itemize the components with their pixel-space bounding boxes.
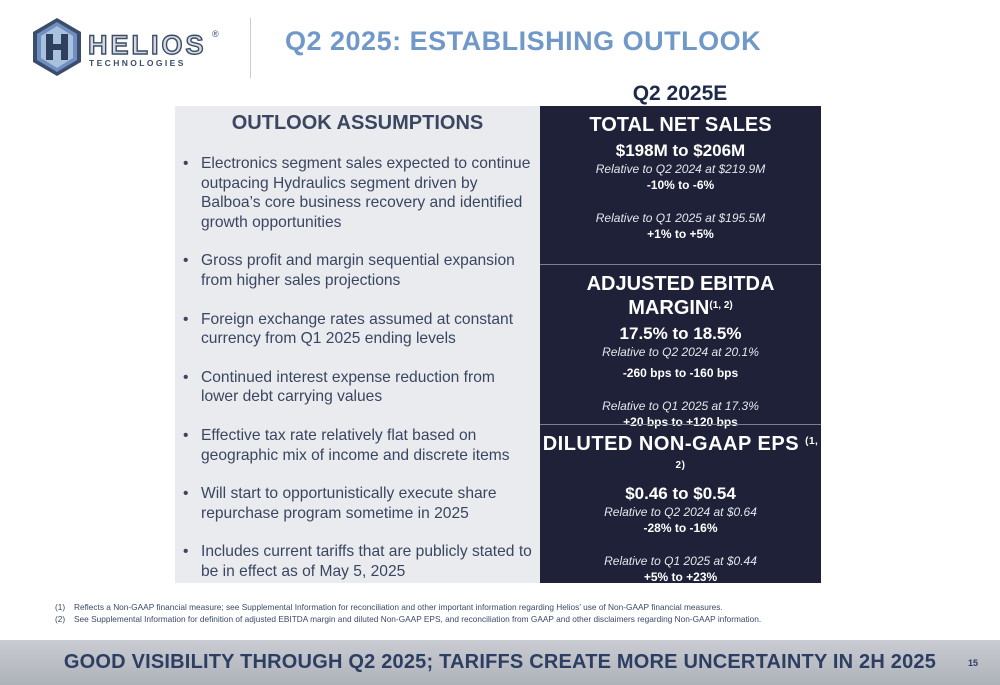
comparison-note: Relative to Q2 2024 at 20.1% [602, 345, 759, 359]
page-title: Q2 2025: ESTABLISHING OUTLOOK [285, 26, 762, 56]
logo-subtitle: TECHNOLOGIES [89, 58, 186, 68]
metric-range: 17.5% to 18.5% [619, 324, 742, 343]
assumption-text: Electronics segment sales expected to co… [201, 155, 531, 231]
assumption-text: Will start to opportunistically execute … [201, 485, 497, 522]
comparison-delta: +1% to +5% [647, 227, 714, 241]
comparison-note: Relative to Q1 2025 at 17.3% [602, 399, 759, 413]
outlook-panel: TOTAL NET SALES $198M to $206M Relative … [540, 106, 821, 584]
bullet-icon: • [183, 426, 189, 444]
comparison-delta: -10% to -6% [646, 178, 715, 192]
comparison-delta: -28% to -16% [643, 521, 718, 535]
footnote-ref: (1, 2) [709, 300, 733, 311]
bullet-icon: • [183, 543, 189, 561]
comparison-delta: -260 bps to -160 bps [622, 366, 739, 380]
footer-band: GOOD VISIBILITY THROUGH Q2 2025; TARIFFS… [0, 640, 1000, 685]
footnote-text: Reflects a Non-GAAP financial measure; s… [74, 602, 723, 612]
footnote-text: See Supplemental Information for definit… [74, 614, 762, 624]
bullet-icon: • [183, 310, 189, 328]
comparison-delta: +5% to +23% [643, 570, 718, 584]
assumption-text: Foreign exchange rates assumed at consta… [201, 310, 514, 348]
assumption-item: • Continued interest expense reduction fr… [183, 368, 535, 407]
logo-wordmark: HELIOS [87, 29, 207, 60]
helios-hex-icon [30, 16, 84, 83]
bullet-icon: • [183, 368, 189, 386]
metric-range: $0.46 to $0.54 [625, 484, 736, 503]
metric-title: ADJUSTED EBITDA MARGIN(1, 2) [586, 273, 775, 319]
metric-title: TOTAL NET SALES [589, 114, 772, 136]
assumption-item: • Foreign exchange rates assumed at const… [183, 310, 535, 349]
footer-tagline: GOOD VISIBILITY THROUGH Q2 2025; TARIFFS… [63, 651, 937, 673]
page-number: 15 [968, 658, 979, 668]
outlook-column-header: Q2 2025E [632, 82, 728, 105]
assumption-item: • Gross profit and margin sequential expa… [183, 251, 535, 290]
assumption-item: • Effective tax rate relatively flat base… [183, 426, 535, 465]
metric-range: $198M to $206M [615, 141, 746, 160]
assumption-item: • Includes current tariffs that are publi… [183, 542, 535, 581]
assumption-item: • Electronics segment sales expected to c… [183, 154, 535, 232]
assumption-item: • Will start to opportunistically execute… [183, 484, 535, 523]
footnote-number: (2) [55, 614, 66, 624]
comparison-note: Relative to Q1 2025 at $195.5M [595, 211, 766, 225]
assumption-text: Gross profit and margin sequential expan… [201, 252, 515, 289]
outlook-net-sales: TOTAL NET SALES $198M to $206M Relative … [540, 106, 821, 264]
helios-logo: HELIOS ® TECHNOLOGIES [30, 16, 230, 82]
section-divider [540, 264, 821, 265]
assumption-text: Continued interest expense reduction fro… [201, 368, 495, 406]
footnote: (2) See Supplemental Information for defi… [55, 613, 955, 625]
assumption-text: Includes current tariffs that are public… [201, 543, 532, 580]
comparison-note: Relative to Q1 2025 at $0.44 [604, 554, 757, 568]
bullet-icon: • [183, 155, 189, 172]
assumptions-list: • Electronics segment sales expected to c… [183, 154, 535, 601]
metric-title: DILUTED NON-GAAP EPS (1, 2) [542, 433, 819, 471]
footnote-ref: (1, 2) [675, 436, 819, 471]
footnote: (1) Reflects a Non-GAAP financial measure… [55, 601, 955, 613]
comparison-delta: +20 bps to +120 bps [623, 415, 738, 429]
header-divider [250, 18, 251, 78]
comparison-note: Relative to Q2 2024 at $219.9M [595, 162, 766, 176]
outlook-ebitda-margin: ADJUSTED EBITDA MARGIN(1, 2) 17.5% to 18… [540, 265, 821, 429]
footnotes: (1) Reflects a Non-GAAP financial measure… [55, 601, 955, 625]
assumption-text: Effective tax rate relatively flat based… [201, 426, 510, 464]
bullet-icon: • [183, 485, 189, 503]
bullet-icon: • [183, 252, 189, 270]
section-divider [540, 424, 821, 425]
assumptions-title: OUTLOOK ASSUMPTIONS [231, 112, 484, 134]
footnote-number: (1) [55, 602, 66, 612]
logo-registered-mark: ® [212, 29, 219, 39]
assumptions-panel: OUTLOOK ASSUMPTIONS • Electronics segment… [175, 106, 540, 583]
comparison-note: Relative to Q2 2024 at $0.64 [604, 505, 757, 519]
outlook-eps: DILUTED NON-GAAP EPS (1, 2) $0.46 to $0.… [540, 425, 821, 584]
